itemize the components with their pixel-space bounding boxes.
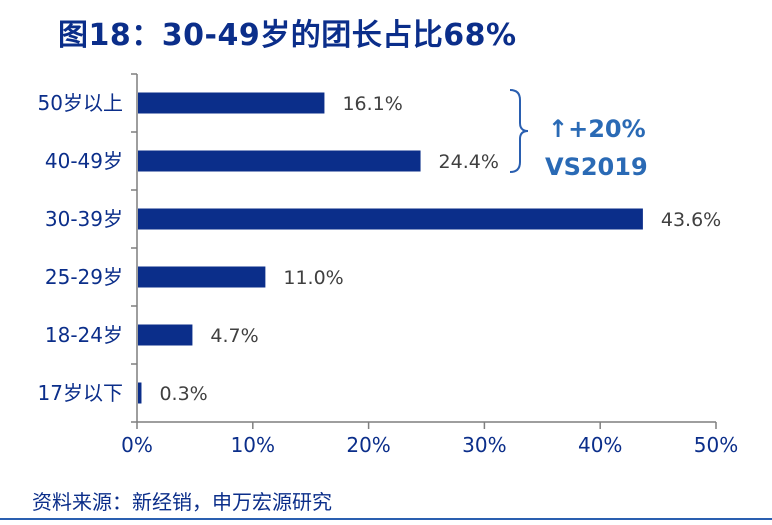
- x-tick-label: 20%: [346, 433, 390, 457]
- chart-title: 图18：30-49岁的团长占比68%: [58, 18, 517, 53]
- y-category-label: 50岁以上: [38, 91, 123, 115]
- bar: [138, 266, 266, 288]
- bar-value-label: 24.4%: [439, 151, 499, 173]
- bar-value-label: 4.7%: [210, 325, 258, 347]
- source-note: 资料来源：新经销，申万宏源研究: [32, 490, 332, 514]
- x-tick-label: 50%: [694, 433, 738, 457]
- bar: [138, 208, 643, 230]
- bar-value-label: 0.3%: [159, 383, 207, 405]
- y-category-label: 40-49岁: [45, 149, 123, 173]
- bar-value-label: 11.0%: [283, 267, 343, 289]
- y-category-label: 25-29岁: [45, 265, 123, 289]
- bar: [138, 324, 193, 346]
- bar-value-label: 16.1%: [342, 93, 402, 115]
- bar: [138, 92, 325, 114]
- bar: [138, 150, 421, 172]
- footer-divider: [0, 518, 772, 520]
- x-tick-label: 10%: [231, 433, 275, 457]
- y-category-label: 30-39岁: [45, 207, 123, 231]
- annotation-compare: VS2019: [545, 153, 648, 181]
- y-category-label: 17岁以下: [38, 381, 123, 405]
- x-tick-label: 0%: [121, 433, 153, 457]
- y-category-label: 18-24岁: [45, 323, 123, 347]
- x-tick-label: 30%: [462, 433, 506, 457]
- x-tick-label: 40%: [578, 433, 622, 457]
- bracket-brace: [509, 89, 529, 173]
- bar-value-label: 43.6%: [661, 209, 721, 231]
- bar: [138, 382, 142, 404]
- annotation-change: ↑+20%: [548, 115, 646, 143]
